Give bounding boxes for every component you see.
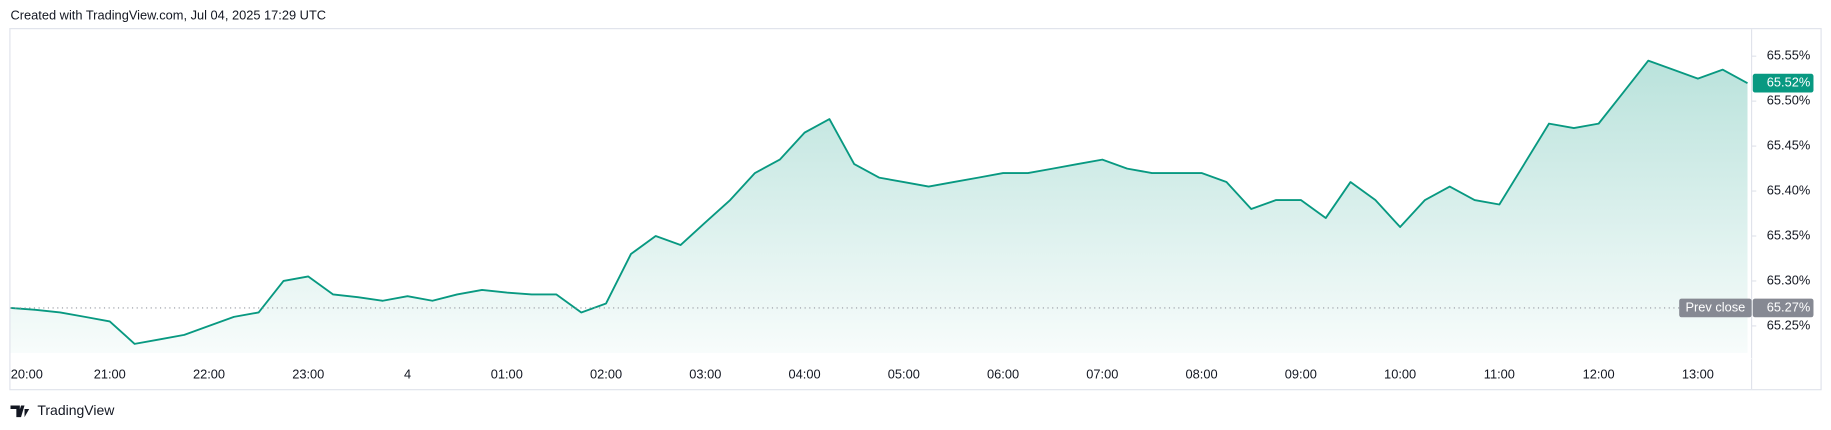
- x-tick-label: 10:00: [1384, 366, 1416, 381]
- y-tick-label: 65.50%: [1767, 93, 1811, 108]
- last-price-tag: [1752, 73, 1814, 93]
- last-price-label: 65.52%: [1767, 75, 1811, 90]
- line: [10, 59, 1748, 345]
- x-tick-label: 02:00: [590, 366, 622, 381]
- x-tick-label: 23:00: [292, 366, 324, 381]
- y-tick-label: 65.40%: [1767, 182, 1811, 197]
- y-tick-label: 65.30%: [1767, 272, 1811, 287]
- x-tick-label: 06:00: [987, 366, 1019, 381]
- x-tick-label: 05:00: [888, 366, 920, 381]
- y-tick-label: 65.35%: [1767, 227, 1811, 242]
- y-tick-label: 65.55%: [1767, 48, 1811, 63]
- prev-close-name: Prev close: [1685, 299, 1745, 314]
- x-tick-label: 21:00: [94, 366, 126, 381]
- x-tick-label: 13:00: [1682, 366, 1714, 381]
- x-tick-label: 4: [404, 366, 411, 381]
- y-tick-label: 65.25%: [1767, 317, 1811, 332]
- x-tick-label: 11:00: [1484, 366, 1515, 381]
- prev-close-tag: [1679, 298, 1752, 318]
- logo: TradingView: [10, 402, 115, 418]
- prev-close-label: 65.27%: [1767, 299, 1811, 314]
- x-tick-label: 01:00: [491, 366, 523, 381]
- x-tick-label: 22:00: [193, 366, 225, 381]
- area: [10, 60, 1748, 353]
- chart-frame: [9, 28, 1822, 391]
- brand: TradingView: [37, 402, 115, 418]
- x-tick-label: 20:00: [11, 366, 43, 381]
- chart-title: Created with TradingView.com, Jul 04, 20…: [11, 8, 327, 23]
- x-tick-label: 07:00: [1086, 366, 1118, 381]
- prev-close-value-tag: [1752, 298, 1814, 318]
- y-tick-label: 65.45%: [1767, 137, 1811, 152]
- x-tick-label: 09:00: [1285, 366, 1317, 381]
- x-tick-label: 08:00: [1186, 366, 1218, 381]
- x-tick-label: 04:00: [789, 366, 821, 381]
- x-tick-label: 12:00: [1583, 366, 1615, 381]
- x-tick-label: 03:00: [689, 366, 721, 381]
